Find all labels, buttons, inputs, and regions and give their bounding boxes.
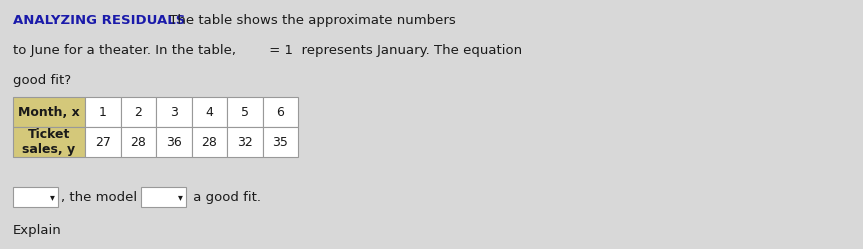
Text: a good fit.: a good fit. xyxy=(189,190,261,203)
Text: to June for a theater. In the table,: to June for a theater. In the table, xyxy=(13,44,240,57)
Text: 35: 35 xyxy=(273,135,288,148)
Text: 27: 27 xyxy=(95,135,110,148)
Text: ▾: ▾ xyxy=(178,192,182,202)
Text: ANALYZING RESIDUALS: ANALYZING RESIDUALS xyxy=(13,14,186,27)
Text: 32: 32 xyxy=(236,135,253,148)
Text: 2: 2 xyxy=(135,106,142,119)
Text: ▾: ▾ xyxy=(49,192,54,202)
Text: 3: 3 xyxy=(170,106,178,119)
Text: 36: 36 xyxy=(166,135,181,148)
Text: = 1  represents January. The equation: = 1 represents January. The equation xyxy=(265,44,526,57)
Text: 1: 1 xyxy=(98,106,107,119)
Text: 28: 28 xyxy=(201,135,217,148)
Text: 28: 28 xyxy=(130,135,146,148)
Text: 4: 4 xyxy=(205,106,213,119)
Text: Ticket
sales, y: Ticket sales, y xyxy=(22,128,76,156)
Text: Month, x: Month, x xyxy=(18,106,80,119)
Text: 6: 6 xyxy=(276,106,284,119)
Text: The table shows the approximate numbers: The table shows the approximate numbers xyxy=(165,14,460,27)
Text: Explain: Explain xyxy=(13,224,62,237)
Text: , the model: , the model xyxy=(61,190,137,203)
Text: good fit?: good fit? xyxy=(13,74,71,87)
Text: 5: 5 xyxy=(241,106,249,119)
